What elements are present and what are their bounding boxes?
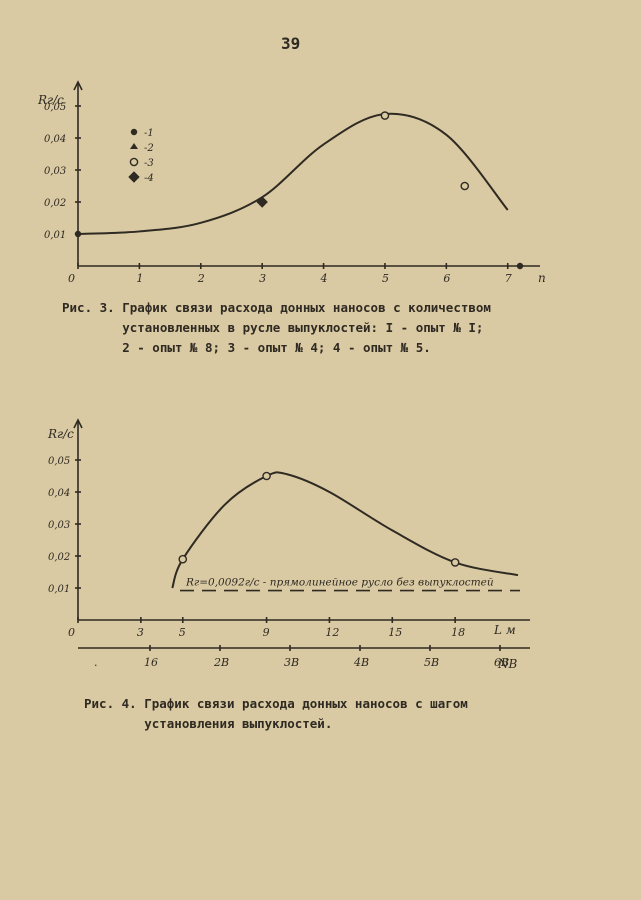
x-tick-label: 12 [325, 626, 339, 639]
reference-line-label: Rг=0,0092г/с - прямолинейное русло без в… [185, 577, 494, 589]
legend-marker [128, 171, 140, 183]
legend-marker [130, 128, 138, 136]
x-tick-label: 7 [505, 272, 512, 285]
x-tick-label: 0 [68, 626, 75, 639]
figure-4-chart: Rг/с L м NB 0,01 0,02 0,03 0,04 0,05 0 3 5 9 12 15 18.… [47, 418, 530, 671]
y-axis-label: Rг/с [47, 427, 74, 441]
x2-tick-label: 2B [213, 656, 229, 669]
caption-line: Рис. 4. График связи расхода донных нано… [84, 696, 468, 711]
x-tick-label: 5 [179, 626, 186, 639]
legend-marker [129, 157, 139, 167]
x-tick-label: 3 [137, 626, 144, 639]
x-tick-label: 15 [388, 626, 402, 639]
legend-label: -3 [144, 158, 154, 169]
data-point [380, 111, 390, 120]
y-tick-label: 0,05 [48, 456, 70, 467]
caption-line: 2 - опыт № 8; 3 - опыт № 4; 4 - опыт № 5… [62, 340, 431, 355]
caption-line: установления выпуклостей. [84, 716, 333, 731]
legend-label: -4 [144, 173, 154, 184]
data-point [262, 471, 271, 481]
y-tick-label: 0,02 [44, 198, 66, 209]
data-curve [77, 112, 509, 235]
x-tick-label: 3 [259, 272, 266, 285]
x2-tick-label: 5B [424, 656, 439, 669]
data-point [256, 196, 268, 208]
data-point [74, 230, 82, 238]
data-point [516, 262, 524, 270]
x-tick-label: 6 [443, 272, 450, 285]
x-tick-label: 4 [320, 272, 328, 285]
figure-3-chart: Rг/с n 0,01 0,02 0,03 0,04 0,05 0 1 2 3 4 5 6 7 -1 -2 -3 -… [37, 80, 546, 285]
data-curve [171, 471, 519, 589]
caption-line: установленных в русле выпуклостей: I - о… [62, 320, 484, 335]
y-tick-label: 0,02 [48, 552, 70, 563]
data-point [450, 558, 460, 567]
x-tick-label: 0 [68, 272, 75, 285]
data-point [460, 181, 470, 191]
secondary-x-axis-label: NB [497, 657, 518, 671]
x-tick-label: 5 [382, 272, 389, 285]
x-tick-label: 2 [197, 272, 205, 285]
x2-tick-label: . [94, 656, 98, 669]
x-tick-label: 1 [136, 272, 143, 285]
legend-marker [130, 143, 138, 149]
figure-3-caption: Рис. 3. График связи расхода донных нано… [62, 298, 491, 358]
y-axis-arrow-icon [73, 418, 83, 429]
x2-tick-label: 4B [353, 656, 369, 669]
y-tick-label: 0,03 [44, 166, 66, 177]
data-point [178, 554, 188, 564]
page-number: 39 [281, 34, 301, 53]
y-tick-label: 0,01 [44, 230, 66, 241]
y-axis-arrow-icon [73, 80, 83, 91]
x2-tick-label: 16 [144, 656, 158, 669]
y-axis-label: Rг/с [37, 93, 64, 107]
caption-line: Рис. 3. График связи расхода донных нано… [62, 300, 491, 315]
y-tick-label: 0,03 [48, 520, 70, 531]
y-tick-label: 0,05 [44, 102, 66, 113]
y-tick-label: 0,04 [48, 488, 70, 499]
y-tick-label: 0,04 [44, 134, 66, 145]
figure-4-caption: Рис. 4. График связи расхода донных нано… [84, 694, 468, 734]
x2-tick-label: 6B [494, 656, 509, 669]
x2-tick-label: 3B [284, 656, 299, 669]
x-tick-label: 9 [263, 626, 270, 639]
x-axis-label: n [538, 271, 546, 285]
x-tick-label: 18 [451, 626, 465, 639]
y-tick-label: 0,01 [48, 584, 70, 595]
x-axis-label: L м [493, 623, 516, 637]
legend-label: -1 [144, 128, 154, 139]
legend-label: -2 [144, 143, 154, 154]
